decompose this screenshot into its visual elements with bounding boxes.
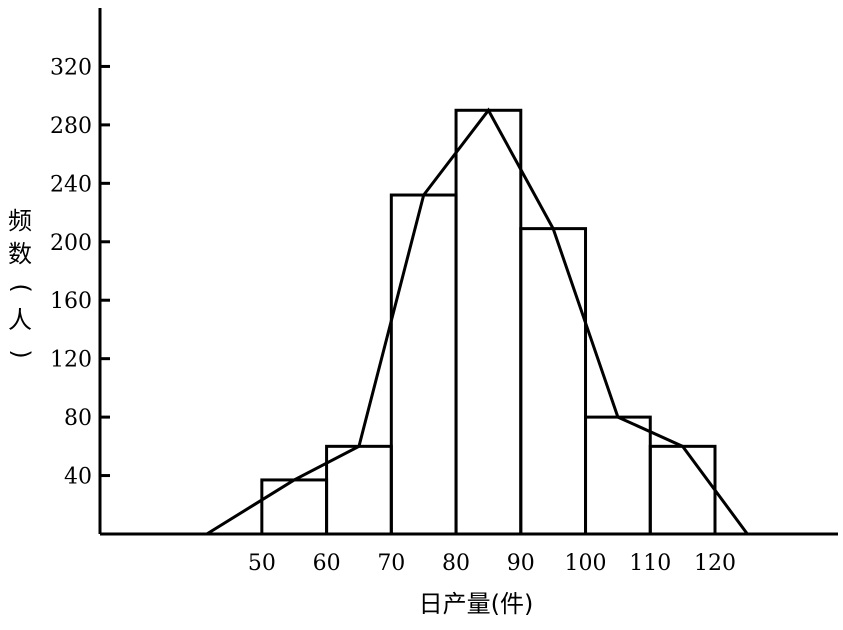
y-tick-label-40: 40 xyxy=(64,465,92,490)
x-tick-label-100: 100 xyxy=(565,551,607,576)
histogram-bar-50-60 xyxy=(260,478,329,536)
x-tick-label-110: 110 xyxy=(629,551,671,576)
x-tick-label-50: 50 xyxy=(248,551,276,576)
y-axis-title-char-2: ( xyxy=(7,283,35,292)
histogram-bars xyxy=(260,108,717,536)
x-tick-label-120: 120 xyxy=(694,551,736,576)
y-tick-label-160: 160 xyxy=(50,289,92,314)
y-tick-label-120: 120 xyxy=(50,348,92,373)
histogram-bar-90-100 xyxy=(519,227,588,536)
x-tick-label-80: 80 xyxy=(442,551,470,576)
histogram-bar-80-90 xyxy=(454,108,523,536)
frequency-polygon-line xyxy=(206,107,749,536)
x-tick-label-70: 70 xyxy=(377,551,405,576)
y-tick-label-320: 320 xyxy=(50,55,92,80)
y-axis-title-char-4: ) xyxy=(7,349,35,358)
frequency-polygon-layer xyxy=(206,107,749,536)
y-axis-title-char-0: 频 xyxy=(8,207,32,235)
y-axis-title-char-3: 人 xyxy=(8,306,32,334)
histogram-bar-100-110 xyxy=(584,415,652,536)
y-tick-label-280: 280 xyxy=(50,114,92,139)
ticks: 40 80 120 160 200 240 280 320 50 60 70 80 90 100 110 12… xyxy=(50,55,736,576)
y-axis-title-char-1: 数 xyxy=(8,240,32,268)
y-tick-label-240: 240 xyxy=(50,172,92,197)
y-axis-title: 频数 ( 人) xyxy=(7,207,35,359)
x-tick-label-90: 90 xyxy=(507,551,535,576)
x-axis-title: 日产量(件) xyxy=(419,590,534,618)
axes xyxy=(98,8,838,536)
y-tick-label-200: 200 xyxy=(50,231,92,256)
histogram-bar-70-80 xyxy=(389,193,458,536)
histogram-bar-110-120 xyxy=(648,444,717,536)
y-tick-label-80: 80 xyxy=(64,406,92,431)
x-tick-label-60: 60 xyxy=(313,551,341,576)
